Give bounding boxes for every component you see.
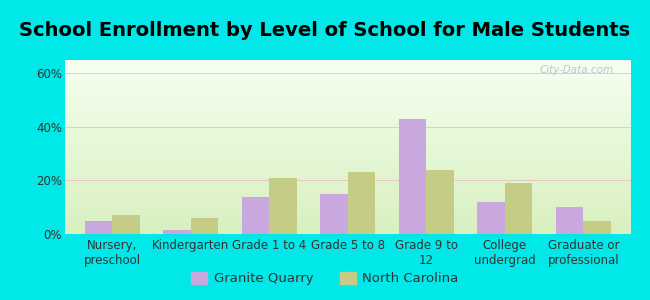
Bar bbox=[84, 220, 112, 234]
Bar bbox=[112, 215, 140, 234]
Bar bbox=[399, 119, 426, 234]
Text: School Enrollment by Level of School for Male Students: School Enrollment by Level of School for… bbox=[20, 21, 630, 40]
Bar bbox=[320, 194, 348, 234]
Bar bbox=[269, 178, 296, 234]
Text: City-Data.com: City-Data.com bbox=[540, 65, 614, 75]
Legend: Granite Quarry, North Carolina: Granite Quarry, North Carolina bbox=[186, 266, 464, 290]
Bar bbox=[242, 196, 269, 234]
Bar bbox=[477, 202, 505, 234]
Bar bbox=[348, 172, 375, 234]
Bar bbox=[556, 207, 584, 234]
Bar bbox=[190, 218, 218, 234]
Bar bbox=[426, 170, 454, 234]
Bar bbox=[163, 230, 190, 234]
Bar bbox=[584, 220, 611, 234]
Bar bbox=[505, 183, 532, 234]
